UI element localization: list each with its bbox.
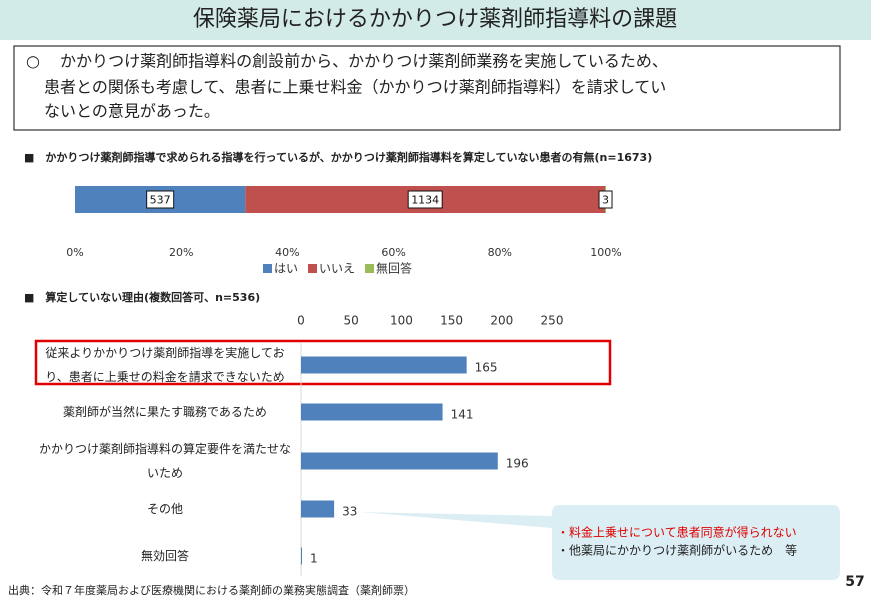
- data-label-box: [407, 190, 443, 209]
- legend-swatch: [365, 264, 375, 273]
- data-label: 196: [506, 457, 529, 471]
- bar: [301, 403, 443, 421]
- bar: [301, 500, 335, 518]
- y-tick-label: かかりつけ薬剤師指導料の算定要件を満たせないため: [38, 442, 292, 480]
- data-label: 141: [451, 408, 474, 422]
- y-tick-label: その他: [146, 502, 183, 516]
- legend-label: いいえ: [319, 262, 355, 276]
- highlight-box: [34, 339, 612, 386]
- data-label-box: [598, 190, 613, 209]
- x-tick-label: 60%: [381, 246, 405, 259]
- note-line: かかりつけ薬剤師指導料の創設前から、かかりつけ薬剤師業務を実施しているため、: [60, 52, 668, 71]
- legend-label: 無回答: [376, 261, 412, 276]
- chart-title: ■ かかりつけ薬剤師指導で求められる指導を行っているが、かかりつけ薬剤師指導料を…: [24, 150, 652, 164]
- note-line: 患者との関係も考慮して、患者に上乗せ料金（かかりつけ薬剤師指導料）を請求してい: [44, 78, 666, 97]
- x-tick-label: 0: [297, 314, 305, 328]
- data-label: 3: [602, 194, 609, 207]
- y-tick-label: 無効回答: [140, 549, 189, 563]
- title-banner: [0, 0, 871, 40]
- data-label: 33: [342, 505, 357, 519]
- y-tick-label: 薬剤師が当然に果たす職務であるため: [63, 405, 267, 419]
- note-line: ないとの意見があった。: [44, 102, 220, 121]
- x-tick-label: 80%: [488, 246, 512, 259]
- x-tick-label: 250: [541, 314, 564, 328]
- chart-title: ■ 算定していない理由(複数回答可、n=536): [24, 290, 260, 304]
- callout-line: ・料金上乗せについて患者同意が得られない: [557, 525, 797, 540]
- callout-bubble: [360, 505, 840, 580]
- slide-title: 保険薬局におけるかかりつけ薬剤師指導料の課題: [193, 7, 677, 32]
- page-number: 57: [845, 574, 864, 590]
- x-tick-label: 50: [344, 314, 359, 328]
- source: 出典：令和７年度薬局および医療機関における薬剤師の業務実態調査（薬剤師票）: [8, 583, 415, 597]
- x-tick-label: 200: [490, 314, 513, 328]
- legend-swatch: [263, 264, 272, 273]
- note-box: [13, 45, 841, 131]
- y-tick-label: 従来よりかかりつけ薬剤師指導を実施しており、患者に上乗せの料金を請求できないため: [45, 346, 285, 384]
- x-tick-label: 0%: [66, 246, 83, 259]
- x-tick-label: 150: [440, 314, 463, 328]
- x-tick-label: 100%: [590, 246, 621, 259]
- bar: [301, 356, 467, 374]
- bar: [301, 452, 498, 470]
- bar: [301, 547, 303, 565]
- x-tick-label: 20%: [169, 246, 193, 259]
- legend-label: はい: [274, 262, 298, 276]
- callout-line: ・他薬局にかかりつけ薬剤師がいるため 等: [557, 543, 797, 558]
- data-label: 537: [150, 194, 171, 207]
- data-label: 165: [475, 361, 498, 375]
- data-label-box: [146, 190, 175, 209]
- x-tick-label: 40%: [275, 246, 299, 259]
- legend-swatch: [308, 264, 318, 273]
- x-tick-label: 100: [390, 314, 413, 328]
- note-bullet: ○: [26, 52, 40, 71]
- data-label: 1: [310, 552, 318, 566]
- data-label: 1134: [411, 194, 439, 207]
